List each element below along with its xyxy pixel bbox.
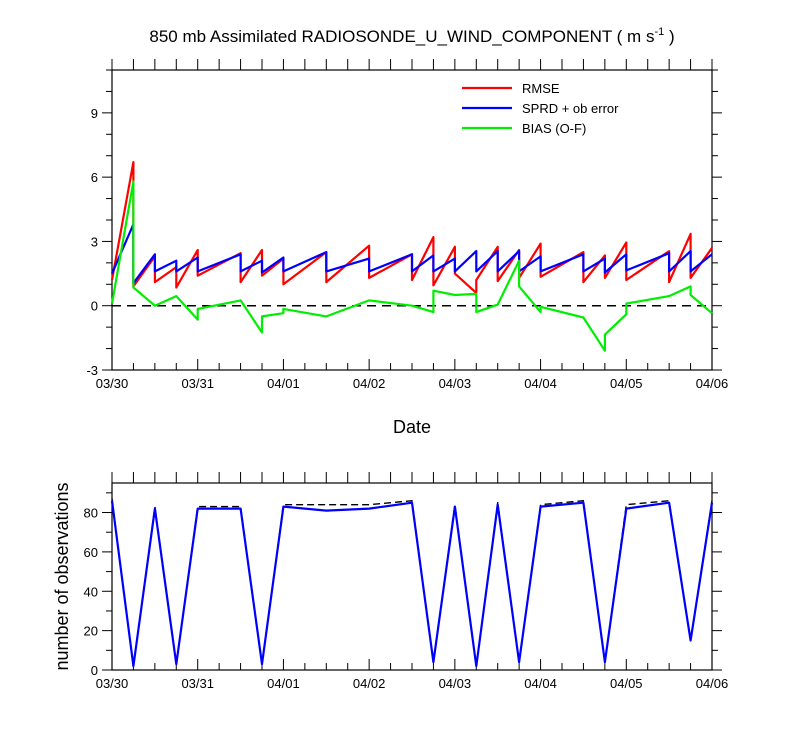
x-tick-label: 04/01 (267, 376, 300, 391)
x-tick-label: 04/03 (439, 376, 472, 391)
legend-label: BIAS (O-F) (522, 121, 586, 136)
x-axis-label: Date (393, 417, 431, 437)
x-tick-label: 03/30 (96, 376, 129, 391)
legend-label: RMSE (522, 81, 560, 96)
series-sprd-ob-error (110, 223, 713, 285)
x-tick-label: 04/04 (524, 676, 557, 691)
x-tick-label: 04/05 (610, 676, 643, 691)
x-tick-label: 04/01 (267, 676, 300, 691)
y-tick-label: 80 (84, 506, 98, 521)
x-tick-label: 04/05 (610, 376, 643, 391)
y-tick-label: 20 (84, 624, 98, 639)
y-tick-label: 0 (91, 663, 98, 678)
y-axis-label: number of observations (52, 482, 72, 670)
series-total-observations (111, 498, 713, 667)
y-tick-label: 60 (84, 545, 98, 560)
bottom-plot: 03/30 03/31 04/01 04/02 04/03 04/04 04/05 04/06… (52, 472, 728, 691)
x-tick-label: 04/03 (439, 676, 472, 691)
top-plot: 03/30 03/31 04/01 04/02 04/03 04/04 04/05 04/06… (86, 59, 728, 437)
x-tick-label: 04/02 (353, 676, 386, 691)
title-suffix: ) (664, 27, 674, 46)
series-rmse (110, 161, 713, 294)
title-superscript: -1 (654, 26, 664, 38)
x-tick-label: 04/04 (524, 376, 557, 391)
y-tick-label: 9 (91, 106, 98, 121)
series-bias-o-f (110, 180, 713, 352)
x-tick-label: 04/06 (696, 676, 729, 691)
x-tick-label: 03/31 (181, 676, 214, 691)
x-tick-label: 03/31 (181, 376, 214, 391)
y-tick-label: 0 (91, 299, 98, 314)
x-tick-label: 03/30 (96, 676, 129, 691)
y-tick-label: 6 (91, 170, 98, 185)
x-tick-label: 04/02 (353, 376, 386, 391)
x-tick-label: 04/06 (696, 376, 729, 391)
series-assimilated-observations (110, 500, 714, 668)
legend-label: SPRD + ob error (522, 101, 619, 116)
y-tick-label: -3 (86, 363, 98, 378)
chart-title: 850 mb Assimilated RADIOSONDE_U_WIND_COM… (149, 26, 674, 46)
plot-frame (111, 482, 713, 671)
y-tick-label: 40 (84, 584, 98, 599)
plot-frame (111, 69, 713, 371)
y-tick-label: 3 (91, 234, 98, 249)
